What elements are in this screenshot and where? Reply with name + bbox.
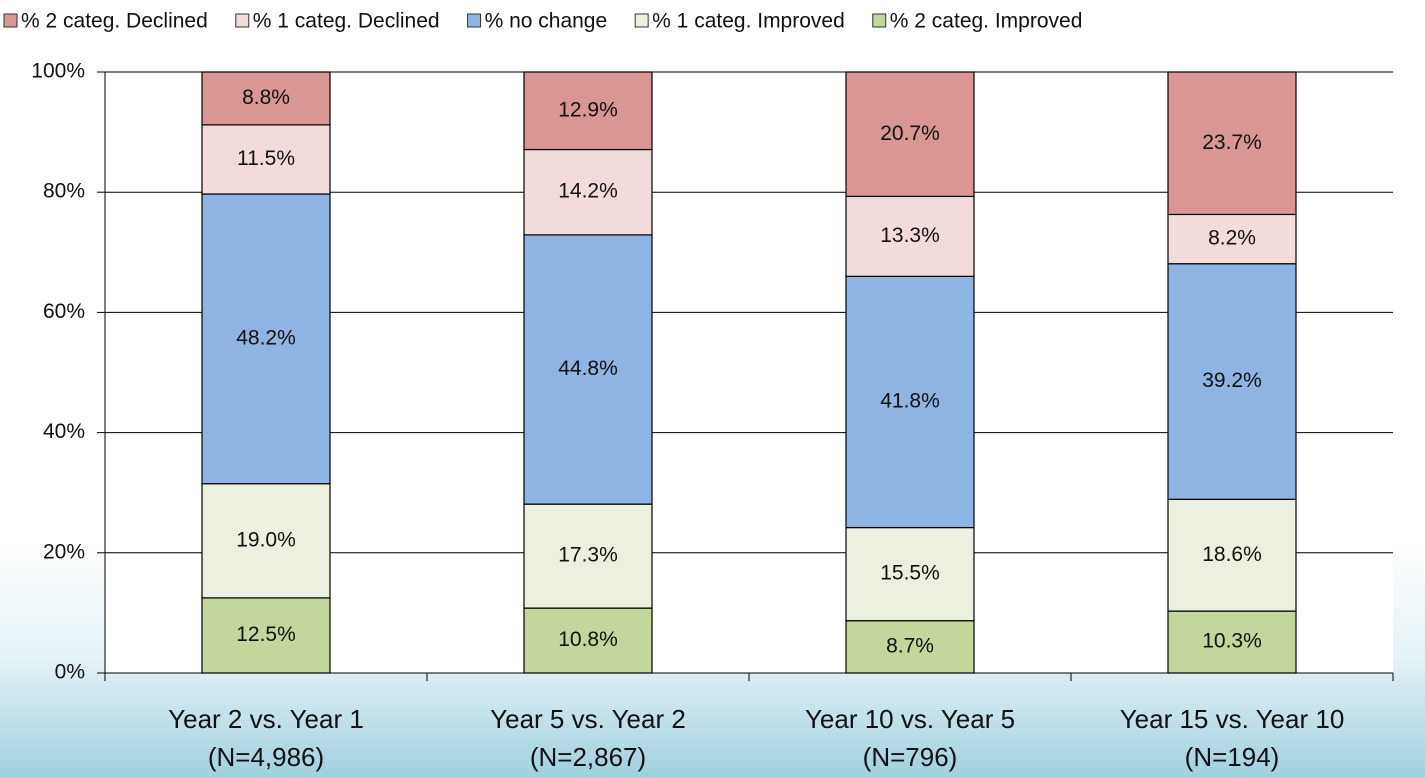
legend-swatch: [235, 13, 250, 28]
data-label: 8.7%: [886, 634, 934, 657]
legend-swatch: [634, 13, 649, 28]
bar-segment: [1167, 213, 1297, 265]
data-label: 41.8%: [880, 389, 940, 412]
bar-segment: [845, 526, 975, 622]
bar-segment: [523, 234, 653, 505]
data-label: 20.7%: [880, 122, 940, 145]
x-tick-label: Year 2 vs. Year 1: [168, 704, 364, 734]
data-label: 10.8%: [558, 628, 618, 651]
y-tick-label: 0%: [55, 661, 85, 684]
bar-segment: [845, 275, 975, 529]
legend-label: % 2 categ. Improved: [890, 10, 1083, 33]
x-tick-label: (N=4,986): [208, 742, 324, 772]
y-tick-label: 60%: [43, 300, 85, 323]
bar-segment: [201, 124, 331, 195]
x-tick-label: (N=796): [863, 742, 958, 772]
legend-swatch: [872, 13, 887, 28]
bar-segment: [845, 71, 975, 198]
bar-segment: [1167, 498, 1297, 612]
data-label: 11.5%: [237, 147, 295, 170]
bar-segment: [523, 503, 653, 609]
data-label: 13.3%: [880, 224, 940, 247]
data-label: 8.8%: [242, 86, 290, 109]
bar-segment: [1167, 263, 1297, 500]
x-tick-label: (N=2,867): [530, 742, 646, 772]
bar-segment: [845, 620, 975, 674]
y-tick-label: 20%: [43, 540, 85, 563]
data-label: 19.0%: [236, 528, 296, 551]
data-label: 10.3%: [1202, 630, 1262, 653]
bar-segment: [845, 195, 975, 277]
data-label: 44.8%: [558, 357, 618, 380]
bar-segment: [1167, 610, 1297, 674]
data-label: 17.3%: [558, 544, 618, 567]
data-label: 18.6%: [1202, 543, 1262, 566]
bar-segment: [201, 193, 331, 485]
bar-segment: [523, 148, 653, 236]
bar-segment: [201, 483, 331, 599]
legend-label: % 1 categ. Declined: [253, 10, 440, 33]
bar-segment: [1167, 71, 1297, 216]
data-label: 12.5%: [236, 623, 296, 646]
legend-label: % 1 categ. Improved: [652, 10, 845, 33]
legend-swatch: [467, 13, 482, 28]
data-label: 48.2%: [236, 326, 296, 349]
data-label: 14.2%: [558, 180, 618, 203]
x-tick-label: Year 10 vs. Year 5: [805, 704, 1015, 734]
data-label: 8.2%: [1208, 227, 1256, 250]
data-label: 39.2%: [1202, 369, 1262, 392]
legend-label: % no change: [485, 10, 608, 33]
data-label: 23.7%: [1202, 131, 1262, 154]
x-tick-label: Year 15 vs. Year 10: [1120, 704, 1345, 734]
y-tick-label: 40%: [43, 420, 85, 443]
y-tick-label: 80%: [43, 180, 85, 203]
bar-segment: [523, 71, 653, 151]
data-label: 15.5%: [880, 562, 940, 585]
x-tick-label: (N=194): [1185, 742, 1280, 772]
y-tick-label: 100%: [31, 60, 85, 83]
x-tick-label: Year 5 vs. Year 2: [490, 704, 686, 734]
legend-swatch: [3, 13, 18, 28]
bar-segment: [201, 71, 331, 126]
data-label: 12.9%: [558, 98, 618, 121]
legend-label: % 2 categ. Declined: [21, 10, 208, 33]
